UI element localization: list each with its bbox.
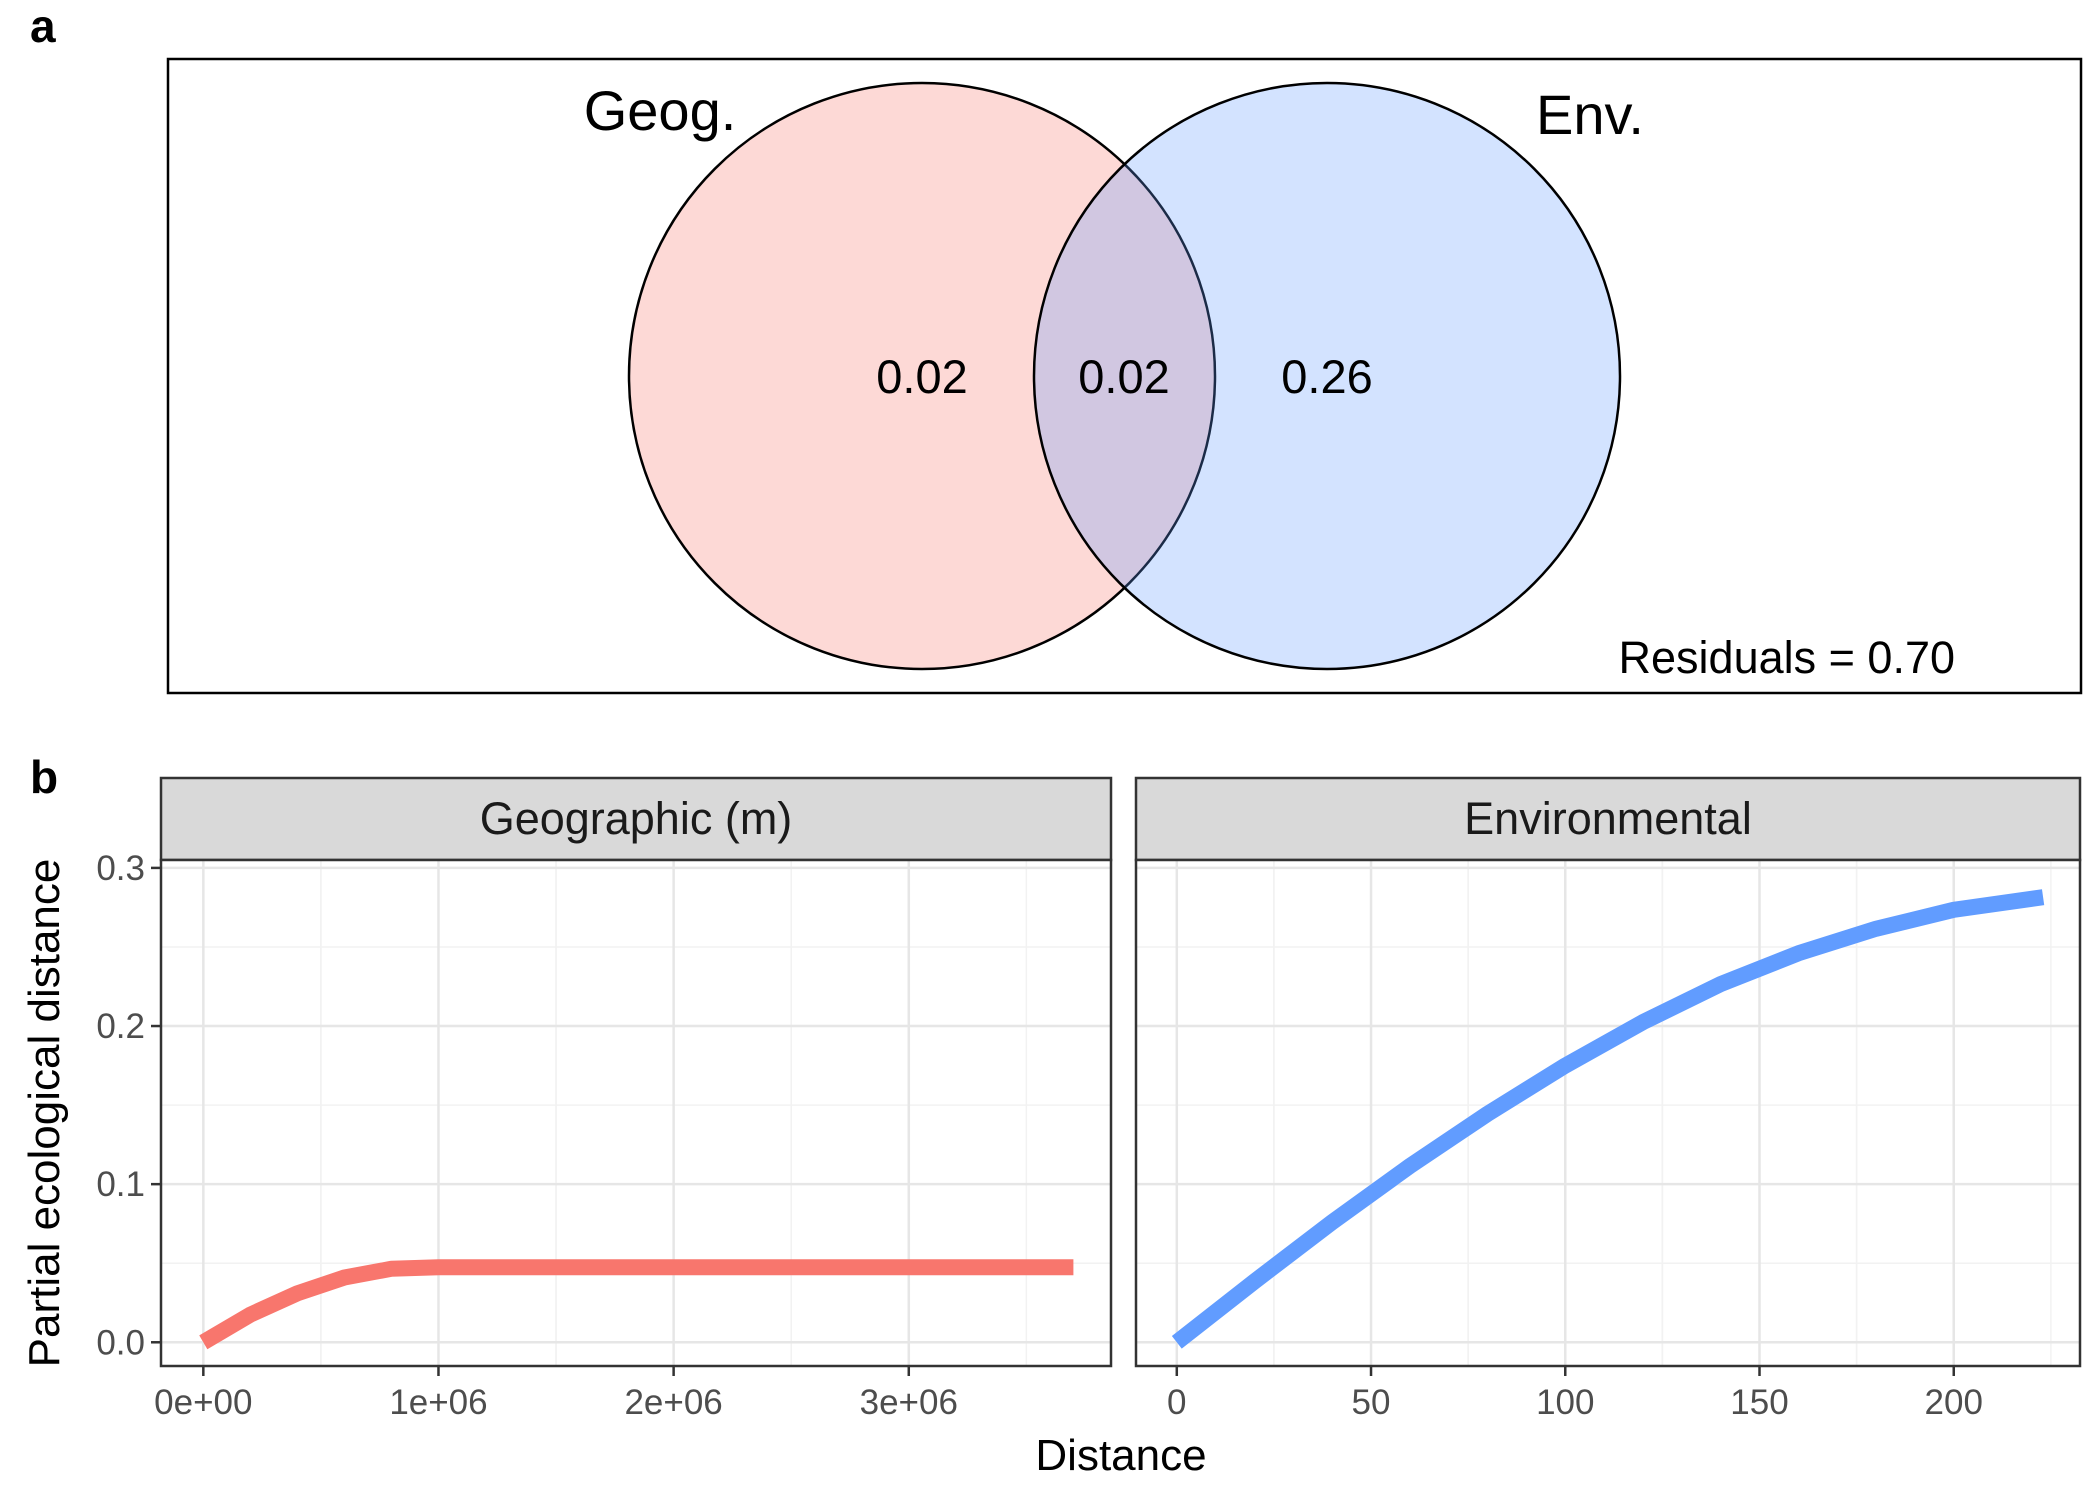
facet-environmental-strip <box>1134 776 2082 862</box>
facet-geographic: Geographic (m) 0.0 0.1 0.2 0.3 0e+00 1e+06 2e… <box>96 776 1113 1422</box>
x-tick-label: 100 <box>1536 1383 1594 1422</box>
x-tick-label: 3e+06 <box>860 1383 958 1422</box>
x-tick-label: 1e+06 <box>389 1383 487 1422</box>
venn-residuals: Residuals = 0.70 <box>1619 632 1955 683</box>
y-tick-label: 0.2 <box>96 1007 145 1046</box>
x-tick-label: 200 <box>1925 1383 1983 1422</box>
y-axis-title: Partial ecological distance <box>20 859 69 1368</box>
series-line-geographic <box>199 1259 1074 1350</box>
y-tick-label: 0.1 <box>96 1165 145 1204</box>
panel-a-label: a <box>30 0 56 52</box>
panel-b-label: b <box>30 751 58 803</box>
y-tick-label: 0.3 <box>96 849 145 888</box>
facet-environmental-plot-area <box>1136 860 2080 1366</box>
venn-overlap-value: 0.02 <box>1078 350 1169 403</box>
facet-geographic-border <box>159 858 1113 1368</box>
x-tick-label: 2e+06 <box>624 1383 722 1422</box>
venn-env-unique-value: 0.26 <box>1281 350 1372 403</box>
x-tick-label: 150 <box>1730 1383 1788 1422</box>
facet-environmental-strip-label: Environmental <box>1464 793 1752 844</box>
facet-environmental: Environmental 0 50 100 150 200 <box>1134 776 2082 1422</box>
venn-env-label: Env. <box>1536 83 1644 146</box>
facet-environmental-border <box>1134 858 2082 1368</box>
series-line-environmental <box>1171 889 2045 1349</box>
x-tick-label: 0 <box>1167 1383 1186 1422</box>
venn-env-circle <box>1032 81 1622 671</box>
venn-geog-unique-value: 0.02 <box>876 350 967 403</box>
x-tick-label: 0e+00 <box>154 1383 252 1422</box>
x-tick-label: 50 <box>1352 1383 1391 1422</box>
x-axis-title: Distance <box>1035 1431 1206 1480</box>
venn-geog-label: Geog. <box>584 79 737 142</box>
facet-geographic-strip <box>159 776 1113 862</box>
facet-geographic-strip-label: Geographic (m) <box>480 793 793 844</box>
y-tick-label: 0.0 <box>96 1323 145 1362</box>
venn-geog-circle <box>627 81 1217 671</box>
